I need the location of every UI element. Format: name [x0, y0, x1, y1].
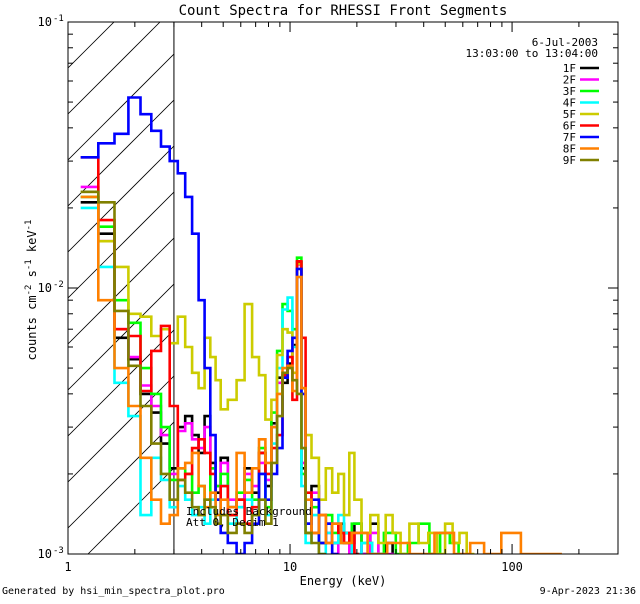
hatch-stroke	[68, 22, 161, 115]
y-label-sup2: -1	[24, 259, 34, 270]
y-tick-label-exponent: -2	[53, 280, 64, 290]
legend-label-9F: 9F	[563, 154, 576, 167]
y-tick-label: 10	[38, 547, 52, 561]
series-line-5F	[80, 190, 475, 554]
series-line-4F	[80, 206, 385, 554]
annotation-attenuator: Att 0, Decim 1	[186, 516, 279, 529]
y-label-sup1: -2	[24, 285, 34, 296]
y-label-mid: s	[25, 270, 39, 284]
y-axis-label: counts cm-2 s-1 keV-1	[24, 220, 39, 361]
legend-label-1F: 1F	[563, 62, 576, 75]
chart-title: Count Spectra for RHESSI Front Segments	[179, 3, 508, 19]
legend-label-8F: 8F	[563, 143, 576, 156]
legend-label-3F: 3F	[563, 85, 576, 98]
x-tick-label: 1	[64, 560, 71, 574]
time-range-label: 13:03:00 to 13:04:00	[466, 47, 598, 60]
x-tick-label: 100	[501, 560, 523, 574]
footer-timestamp: 9-Apr-2023 21:36	[540, 586, 636, 597]
legend-label-2F: 2F	[563, 74, 576, 87]
hatch-stroke	[68, 237, 175, 345]
y-tick-label-exponent: -3	[53, 546, 64, 556]
hatched-region	[68, 22, 175, 554]
y-tick-label-exponent: -1	[53, 14, 64, 24]
hatch-stroke	[68, 99, 175, 207]
legend-label-7F: 7F	[563, 131, 576, 144]
y-label-main: counts cm	[25, 295, 39, 360]
y-label-sup3: -1	[24, 220, 34, 231]
y-tick-label: 10	[38, 281, 52, 295]
hatch-stroke	[87, 467, 175, 554]
hatch-stroke	[68, 191, 175, 299]
hatch-stroke	[68, 53, 175, 161]
y-tick-label: 10	[38, 15, 52, 29]
series-line-6F	[80, 156, 360, 554]
hatch-stroke	[68, 375, 175, 483]
series-line-9F	[80, 190, 327, 554]
legend-label-4F: 4F	[563, 97, 576, 110]
legend-label-6F: 6F	[563, 120, 576, 133]
legend-label-5F: 5F	[563, 108, 576, 121]
hatch-stroke	[68, 22, 115, 69]
annotation-background: Includes Background	[186, 505, 312, 518]
hatch-stroke	[68, 421, 175, 529]
footer-generated-by: Generated by hsi_min_spectra_plot.pro	[2, 586, 225, 597]
hatch-stroke	[68, 145, 175, 253]
date-label: 6-Jul-2003	[532, 36, 598, 49]
x-axis-label: Energy (keV)	[300, 574, 387, 588]
hatch-stroke	[68, 22, 69, 23]
x-tick-label: 10	[283, 560, 297, 574]
series-lines	[80, 96, 562, 554]
y-label-mid2: keV	[25, 230, 39, 259]
